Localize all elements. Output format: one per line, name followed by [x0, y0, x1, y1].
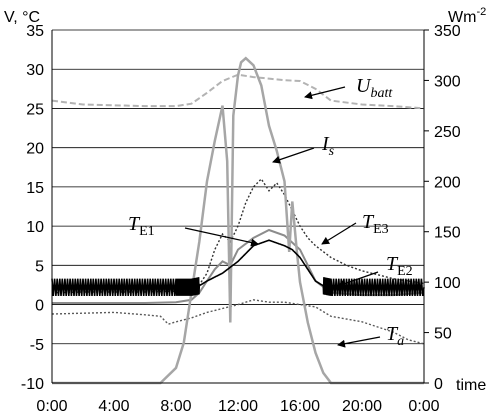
ubatt-arrow: [304, 86, 346, 100]
right-tick-label: 200: [434, 174, 461, 191]
left-tick-label: 25: [26, 101, 44, 118]
x-tick-label: 8:00: [160, 398, 191, 415]
axes: [51, 30, 425, 384]
x-tick-label: 0:00: [408, 398, 439, 415]
is-arrow: [272, 147, 315, 164]
left-tick-label: 20: [26, 141, 44, 158]
series-line-t-e3: [51, 177, 425, 294]
right-tick-label: 250: [434, 124, 461, 141]
x-tick-label: 16:00: [280, 398, 320, 415]
right-tick-label: 350: [434, 23, 461, 40]
series-line-i-s: [52, 56, 424, 385]
ta-label: Ta: [386, 323, 404, 349]
left-tick-label: -5: [30, 337, 44, 354]
is-label: Is: [321, 133, 335, 159]
te1-label: TE1: [128, 213, 155, 239]
tick-labels: -10-505101520253035050100150200250300350…: [21, 23, 461, 415]
series-line-u-batt: [51, 73, 425, 110]
left-axis-unit: V, °C: [4, 9, 40, 26]
left-tick-label: 30: [26, 62, 44, 79]
x-tick-label: 0:00: [36, 398, 67, 415]
right-tick-label: 100: [434, 275, 461, 292]
x-tick-label: 4:00: [98, 398, 129, 415]
right-tick-label: 50: [434, 326, 452, 343]
ta-arrow: [337, 336, 381, 348]
right-axis-unit-base: Wm: [448, 9, 476, 26]
right-axis-unit: Wm-2: [448, 6, 486, 26]
right-tick-label: 0: [434, 376, 443, 393]
te2-arrow: [337, 271, 379, 288]
series-line-t-a: [51, 299, 425, 345]
right-axis-unit-exp: -2: [476, 6, 486, 18]
x-axis-label: time: [456, 377, 486, 394]
te1-arrow: [184, 227, 259, 247]
ubatt-label: Ubatt: [356, 75, 393, 101]
annotations: Ubatt Is TE1 TE3 TE2 Ta: [128, 75, 413, 349]
left-tick-label: 10: [26, 219, 44, 236]
right-tick-label: 300: [434, 73, 461, 90]
x-tick-label: 20:00: [342, 398, 382, 415]
te2-label: TE2: [386, 253, 413, 279]
right-tick-label: 150: [434, 225, 461, 242]
left-tick-label: 15: [26, 180, 44, 197]
te3-arrow: [321, 222, 357, 245]
left-tick-label: 35: [26, 23, 44, 40]
left-tick-label: -10: [21, 376, 44, 393]
te3-label: TE3: [362, 211, 389, 237]
x-tick-label: 12:00: [218, 398, 258, 415]
left-tick-label: 5: [35, 258, 44, 275]
grid-lines: [52, 29, 424, 345]
left-tick-label: 0: [35, 298, 44, 315]
